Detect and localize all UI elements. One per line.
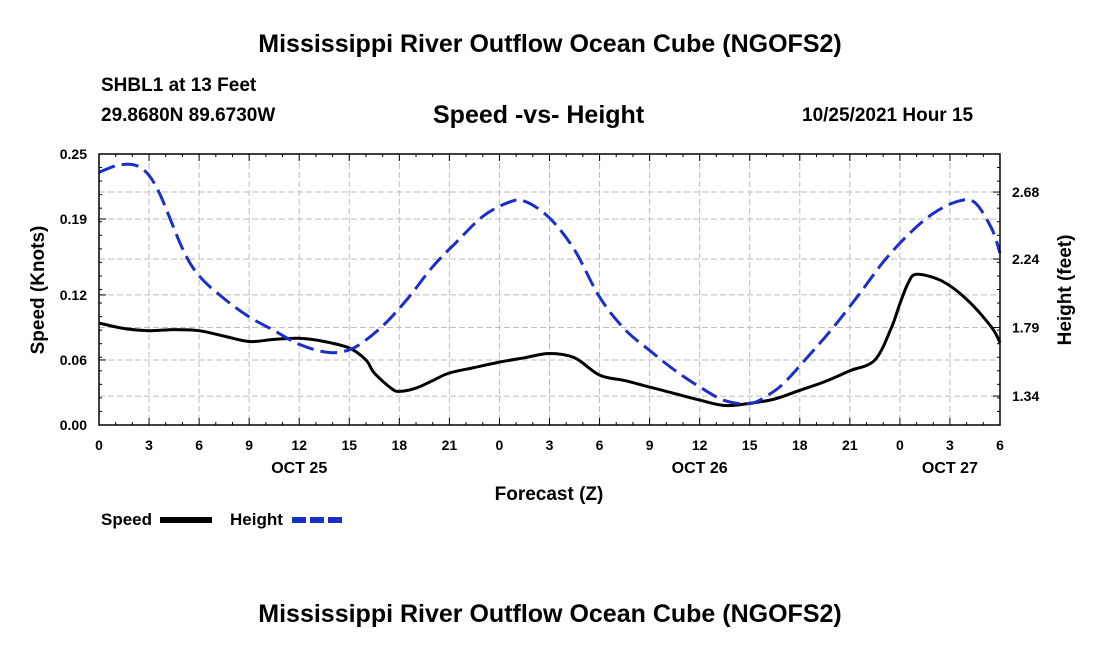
forecast-datetime: 10/25/2021 Hour 15 <box>802 105 974 126</box>
x-tick-label: 21 <box>442 437 458 453</box>
x-tick-label: 21 <box>842 437 858 453</box>
footer-title: Mississippi River Outflow Ocean Cube (NG… <box>258 600 842 628</box>
chart-series <box>98 162 1002 408</box>
height-series-line <box>98 162 1002 406</box>
legend-height-label: Height <box>230 510 283 529</box>
legend: Speed Height <box>101 510 342 529</box>
y-tick-label: 0.19 <box>60 211 87 227</box>
x-tick-label: 18 <box>392 437 408 453</box>
chart-tick-labels: 0 3 6 9 12 15 18 21 0 3 6 9 12 15 18 21 0 3 6 OCT 25 OCT 26 O… <box>60 146 1040 477</box>
x-tick-label: 12 <box>692 437 708 453</box>
x-tick-label: 3 <box>145 437 153 453</box>
x-axis-title: Forecast (Z) <box>495 484 604 505</box>
x-tick-label: 15 <box>341 437 357 453</box>
x-tick-label: 0 <box>896 437 904 453</box>
date-label: OCT 27 <box>922 460 978 477</box>
y2-axis-title: Height (feet) <box>1055 235 1076 346</box>
y-tick-label: 0.12 <box>60 287 87 303</box>
x-tick-label: 0 <box>496 437 504 453</box>
y-axis-title: Speed (Knots) <box>28 226 49 355</box>
date-label: OCT 25 <box>271 460 327 477</box>
x-tick-label: 0 <box>95 437 103 453</box>
station-label: SHBL1 at 13 Feet <box>101 75 257 96</box>
x-tick-label: 6 <box>195 437 203 453</box>
x-tick-label: 9 <box>245 437 253 453</box>
x-tick-label: 3 <box>546 437 554 453</box>
x-tick-label: 12 <box>291 437 307 453</box>
x-tick-label: 18 <box>792 437 808 453</box>
y2-tick-label: 1.79 <box>1012 320 1039 336</box>
chart-grid <box>99 154 1000 425</box>
x-tick-label: 3 <box>946 437 954 453</box>
page-title: Mississippi River Outflow Ocean Cube (NG… <box>258 30 842 58</box>
station-coordinates: 29.8680N 89.6730W <box>101 105 276 126</box>
y2-tick-label: 1.34 <box>1012 388 1039 404</box>
y-tick-label: 0.25 <box>60 146 87 162</box>
legend-speed-label: Speed <box>101 510 152 529</box>
speed-series-line <box>98 272 1002 408</box>
y2-tick-label: 2.24 <box>1012 251 1039 267</box>
y-tick-label: 0.06 <box>60 352 87 368</box>
x-tick-label: 9 <box>646 437 654 453</box>
x-tick-label: 15 <box>742 437 758 453</box>
y2-tick-label: 2.68 <box>1012 184 1039 200</box>
y-tick-label: 0.00 <box>60 417 87 433</box>
plot-frame <box>98 153 1001 426</box>
chart-title: Speed -vs- Height <box>433 101 645 129</box>
x-tick-label: 6 <box>996 437 1004 453</box>
x-tick-label: 6 <box>596 437 604 453</box>
date-label: OCT 26 <box>672 460 728 477</box>
